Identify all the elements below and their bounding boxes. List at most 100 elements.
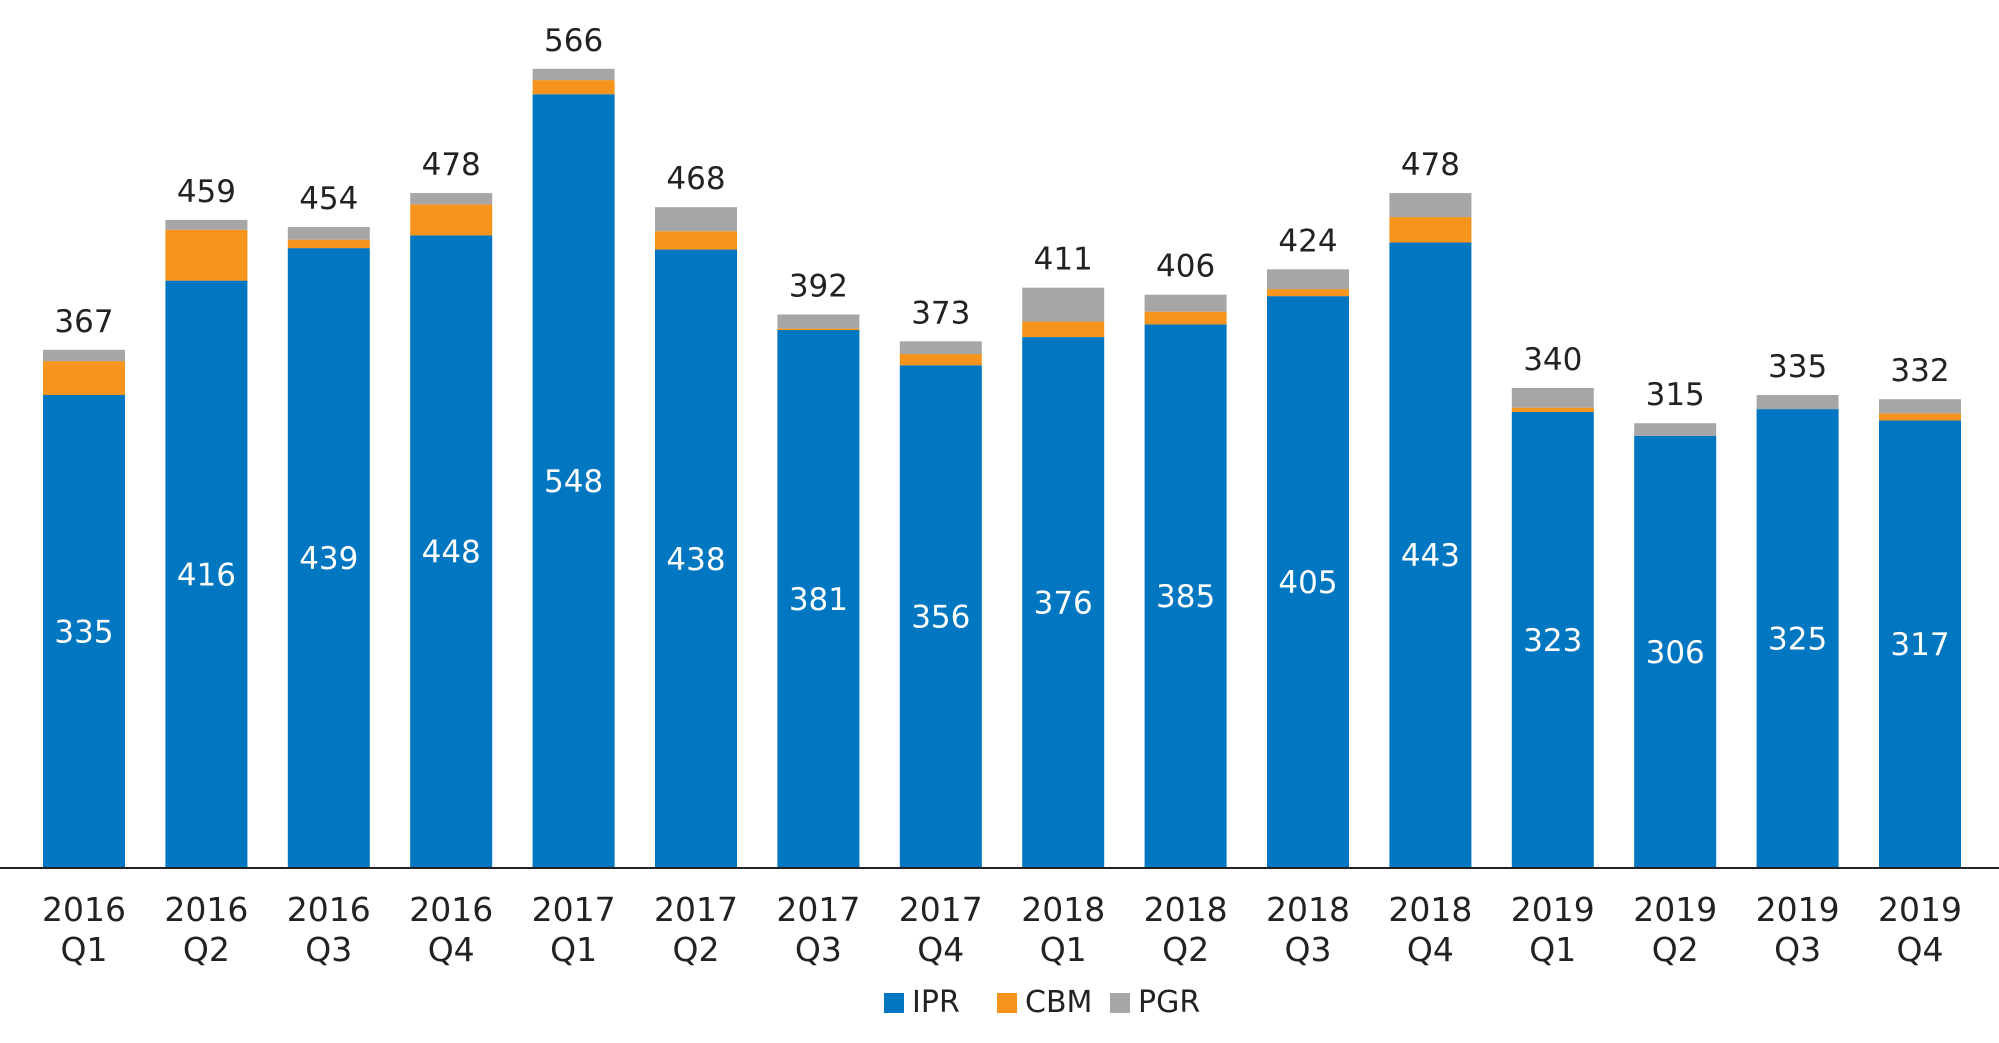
x-tick-label-quarter-11: Q4: [1407, 930, 1454, 969]
bar-pgr-7: [900, 341, 982, 354]
x-tick-label-quarter-1: Q2: [183, 930, 230, 969]
x-tick-label-quarter-5: Q2: [673, 930, 720, 969]
data-label-total-5: 468: [666, 161, 725, 197]
x-tick-label-quarter-13: Q2: [1652, 930, 1699, 969]
bar-pgr-5: [655, 207, 737, 231]
x-tick-label-year-1: 2016: [164, 890, 248, 929]
bar-pgr-11: [1389, 193, 1471, 217]
x-tick-label-year-13: 2019: [1633, 890, 1717, 929]
bar-pgr-4: [533, 69, 615, 80]
bar-pgr-15: [1879, 399, 1961, 413]
data-label-ipr-6: 381: [789, 582, 848, 618]
data-label-ipr-13: 306: [1646, 635, 1705, 671]
x-tick-label-quarter-10: Q3: [1285, 930, 1332, 969]
bar-pgr-0: [43, 350, 125, 361]
x-tick-label-quarter-15: Q4: [1897, 930, 1944, 969]
data-label-ipr-8: 376: [1034, 586, 1093, 622]
bar-cbm-1: [165, 230, 247, 281]
x-tick-label-quarter-12: Q1: [1529, 930, 1576, 969]
x-axis-tick-labels: 2016Q12016Q22016Q32016Q42017Q12017Q22017…: [42, 890, 1962, 969]
x-tick-label-quarter-0: Q1: [61, 930, 108, 969]
x-tick-label-year-15: 2019: [1878, 890, 1962, 929]
bar-cbm-7: [900, 354, 982, 365]
bar-pgr-12: [1512, 388, 1594, 408]
bar-pgr-14: [1757, 395, 1839, 409]
bar-pgr-10: [1267, 269, 1349, 289]
x-tick-label-year-4: 2017: [532, 890, 616, 929]
x-tick-label-year-9: 2018: [1144, 890, 1228, 929]
legend-swatch-pgr: [1110, 993, 1130, 1013]
data-label-total-6: 392: [789, 268, 848, 304]
data-label-ipr-7: 356: [911, 600, 970, 636]
x-tick-label-quarter-2: Q3: [305, 930, 352, 969]
data-label-total-13: 315: [1646, 377, 1705, 413]
x-tick-label-year-11: 2018: [1388, 890, 1472, 929]
data-label-ipr-2: 439: [299, 541, 358, 577]
bar-pgr-8: [1022, 288, 1104, 322]
x-tick-label-year-12: 2019: [1511, 890, 1595, 929]
bar-cbm-9: [1145, 312, 1227, 325]
legend-label-pgr: PGR: [1138, 985, 1200, 1020]
x-tick-label-quarter-6: Q3: [795, 930, 842, 969]
bar-cbm-12: [1512, 408, 1594, 412]
bar-cbm-5: [655, 231, 737, 249]
x-tick-label-quarter-4: Q1: [550, 930, 597, 969]
x-tick-label-year-14: 2019: [1756, 890, 1840, 929]
data-label-total-8: 411: [1034, 242, 1093, 278]
x-tick-label-year-5: 2017: [654, 890, 738, 929]
x-tick-label-quarter-8: Q1: [1040, 930, 1087, 969]
legend-swatch-ipr: [884, 993, 904, 1013]
data-label-total-12: 340: [1523, 342, 1582, 378]
bar-cbm-2: [288, 240, 370, 248]
x-tick-label-year-6: 2017: [776, 890, 860, 929]
data-label-ipr-11: 443: [1401, 538, 1460, 574]
x-tick-label-quarter-7: Q4: [917, 930, 964, 969]
data-label-total-4: 566: [544, 23, 603, 59]
bar-cbm-10: [1267, 289, 1349, 296]
bar-pgr-3: [410, 193, 492, 204]
bar-pgr-6: [777, 314, 859, 328]
data-label-ipr-12: 323: [1523, 623, 1582, 659]
x-tick-label-year-2: 2016: [287, 890, 371, 929]
data-label-total-2: 454: [299, 181, 358, 217]
data-label-ipr-5: 438: [666, 542, 725, 578]
data-label-total-10: 424: [1278, 223, 1337, 259]
x-tick-label-year-8: 2018: [1021, 890, 1105, 929]
x-tick-label-quarter-14: Q3: [1774, 930, 1821, 969]
data-label-total-14: 335: [1768, 349, 1827, 385]
data-label-total-0: 367: [54, 304, 113, 340]
data-label-ipr-4: 548: [544, 464, 603, 500]
data-label-ipr-10: 405: [1278, 565, 1337, 601]
bar-cbm-3: [410, 204, 492, 235]
data-label-ipr-14: 325: [1768, 622, 1827, 658]
legend-label-ipr: IPR: [912, 985, 960, 1020]
bar-cbm-11: [1389, 217, 1471, 242]
bar-cbm-6: [777, 329, 859, 330]
data-label-total-3: 478: [422, 147, 481, 183]
x-tick-label-year-0: 2016: [42, 890, 126, 929]
data-label-total-15: 332: [1890, 353, 1949, 389]
bar-pgr-2: [288, 227, 370, 240]
bar-pgr-1: [165, 220, 247, 230]
bar-cbm-15: [1879, 413, 1961, 420]
bar-cbm-0: [43, 361, 125, 395]
data-label-ipr-15: 317: [1890, 627, 1949, 663]
x-tick-label-quarter-3: Q4: [428, 930, 475, 969]
data-label-total-7: 373: [911, 295, 970, 331]
data-label-ipr-3: 448: [422, 535, 481, 571]
x-tick-label-year-10: 2018: [1266, 890, 1350, 929]
data-label-total-11: 478: [1401, 147, 1460, 183]
bar-pgr-13: [1634, 423, 1716, 436]
x-tick-label-quarter-9: Q2: [1162, 930, 1209, 969]
x-tick-label-year-3: 2016: [409, 890, 493, 929]
bar-pgr-9: [1145, 295, 1227, 312]
legend: IPRCBMPGR: [884, 985, 1200, 1020]
data-label-total-9: 406: [1156, 249, 1215, 285]
bar-cbm-8: [1022, 322, 1104, 338]
data-label-ipr-1: 416: [177, 557, 236, 593]
data-label-ipr-0: 335: [54, 614, 113, 650]
x-tick-label-year-7: 2017: [899, 890, 983, 929]
bar-cbm-4: [533, 80, 615, 94]
data-label-ipr-9: 385: [1156, 579, 1215, 615]
